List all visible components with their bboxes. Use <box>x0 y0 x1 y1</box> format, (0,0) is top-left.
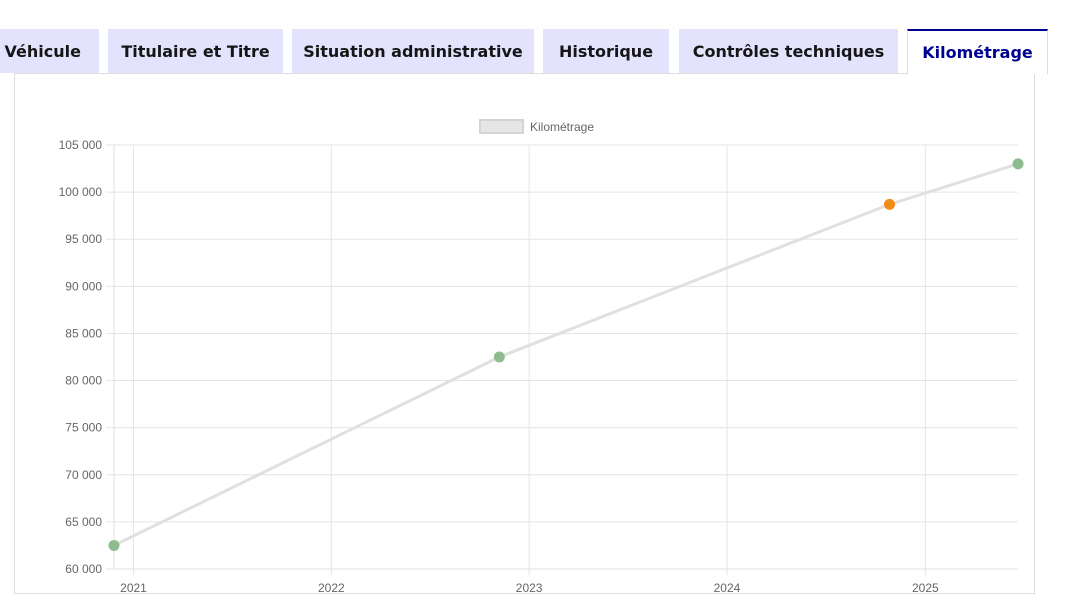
x-tick-label: 2025 <box>912 581 939 593</box>
legend-label: Kilométrage <box>530 120 594 134</box>
chart-legend[interactable]: Kilométrage <box>479 119 594 134</box>
y-tick-label: 105 000 <box>59 138 103 152</box>
y-tick-label: 70 000 <box>65 468 102 482</box>
x-axis-ticks: 2021 2022 2023 2024 2025 <box>120 581 939 593</box>
tab-vehicule[interactable]: Véhicule <box>0 29 99 73</box>
tab-historique[interactable]: Historique <box>543 29 669 73</box>
y-tick-label: 95 000 <box>65 232 102 246</box>
tab-situation-administrative[interactable]: Situation administrative <box>292 29 534 73</box>
x-tick-label: 2021 <box>120 581 147 593</box>
series-line <box>113 162 1019 547</box>
x-tick-label: 2024 <box>714 581 741 593</box>
y-tick-label: 80 000 <box>65 374 102 388</box>
data-point[interactable] <box>108 539 120 551</box>
x-tick-label: 2023 <box>516 581 543 593</box>
data-point[interactable] <box>493 351 505 363</box>
tab-controles-techniques[interactable]: Contrôles techniques <box>679 29 898 73</box>
y-tick-label: 90 000 <box>65 279 102 293</box>
tab-kilometrage[interactable]: Kilométrage <box>907 29 1048 74</box>
y-tick-label: 75 000 <box>65 421 102 435</box>
tab-bar: Véhicule Titulaire et Titre Situation ad… <box>0 29 1079 74</box>
legend-swatch <box>479 119 524 134</box>
y-tick-label: 65 000 <box>65 515 102 529</box>
kilometrage-chart: 60 000 65 000 70 000 75 000 80 000 85 000 90 0… <box>59 119 1024 593</box>
y-axis-ticks: 60 000 65 000 70 000 75 000 80 000 85 000 90 0… <box>59 138 103 576</box>
y-tick-label: 60 000 <box>65 562 102 576</box>
kilometrage-panel: 60 000 65 000 70 000 75 000 80 000 85 000 90 0… <box>14 73 1035 594</box>
series-kilometrage <box>108 158 1024 551</box>
y-tick-label: 85 000 <box>65 326 102 340</box>
data-point[interactable] <box>884 198 896 210</box>
tab-titulaire-et-titre[interactable]: Titulaire et Titre <box>108 29 283 73</box>
x-tick-label: 2022 <box>318 581 345 593</box>
data-point[interactable] <box>1012 158 1024 170</box>
chart-grid <box>106 144 1018 575</box>
y-tick-label: 100 000 <box>59 185 103 199</box>
